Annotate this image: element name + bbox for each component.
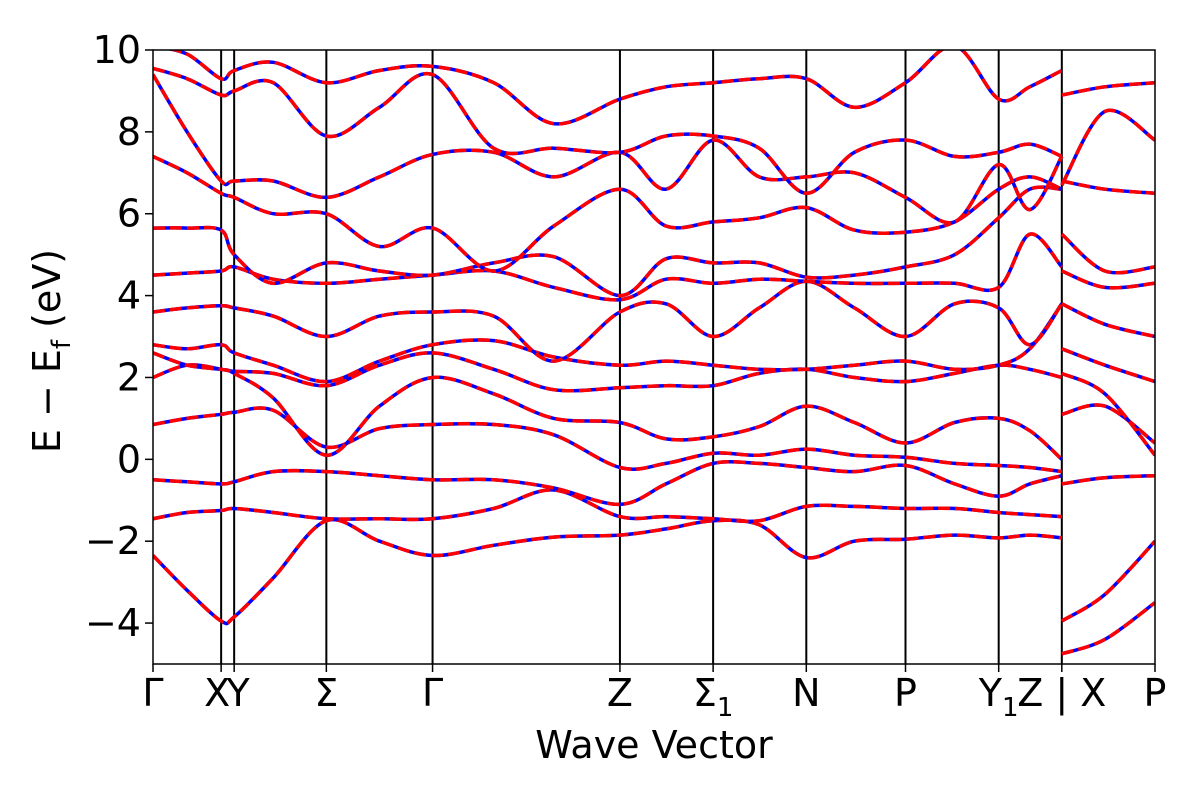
y-axis-ticks: −4 −2 0 2 4 6 8 10 xyxy=(85,28,153,645)
y-tick-label-3: 2 xyxy=(117,355,141,399)
band-18 xyxy=(1061,371,1155,457)
band-13-reference xyxy=(166,50,1063,126)
band-24-reference xyxy=(1061,80,1155,97)
band-15 xyxy=(1060,540,1155,623)
x-tick-label-1: X xyxy=(204,671,230,715)
band-23 xyxy=(1061,179,1155,196)
band-1 xyxy=(153,488,1062,524)
x-tick-label-3: Σ xyxy=(314,671,338,715)
band-7 xyxy=(153,279,1064,363)
band-22 xyxy=(1060,232,1155,275)
y-tick-label-4: 4 xyxy=(117,274,141,318)
band-13 xyxy=(166,50,1063,126)
y-tick-label-1: −2 xyxy=(85,519,141,563)
band-curves xyxy=(153,50,1155,656)
y-axis-label-base: E − E xyxy=(25,349,69,453)
band-22-reference xyxy=(1060,232,1155,275)
x-tick-label-5: Z xyxy=(607,671,633,715)
x-tick-label-4: Γ xyxy=(422,671,443,715)
band-20-reference xyxy=(1061,302,1155,339)
x-tick-label-2: Y xyxy=(226,671,251,715)
band-15-reference xyxy=(1060,540,1155,623)
band-24 xyxy=(1061,80,1155,97)
band-25 xyxy=(1060,108,1155,186)
x-tick-label-11: P xyxy=(1144,671,1167,715)
band-8 xyxy=(153,232,1064,302)
band-25-reference xyxy=(1060,108,1155,186)
x-tick-label-8: P xyxy=(894,671,917,715)
band-1-reference xyxy=(153,488,1062,524)
band-11 xyxy=(153,73,1064,225)
band-4 xyxy=(153,363,1063,461)
x-tick-label-9: Y1 xyxy=(978,671,1019,723)
band-10 xyxy=(153,154,1063,273)
band-9 xyxy=(153,185,1062,298)
y-axis-label-sub: f xyxy=(47,339,77,349)
band-21 xyxy=(1061,269,1155,290)
plot-frame xyxy=(152,49,1156,665)
y-axis-label-unit: (eV) xyxy=(25,249,69,340)
x-tick-label-6: Σ1 xyxy=(693,671,734,723)
band-23-reference xyxy=(1061,179,1155,196)
band-12-reference xyxy=(153,66,1063,196)
band-14-reference xyxy=(1061,601,1155,656)
y-tick-label-0: −4 xyxy=(85,601,141,645)
kpoint-lines xyxy=(220,50,1063,664)
y-tick-label-2: 0 xyxy=(117,437,141,481)
band-12 xyxy=(153,66,1063,196)
y-axis-label: E − Ef (eV) xyxy=(25,249,77,453)
x-tick-label-10: Z | X xyxy=(1017,671,1106,716)
band-20 xyxy=(1061,302,1155,339)
y-tick-label-5: 6 xyxy=(117,192,141,236)
band-19 xyxy=(1061,347,1155,384)
band-2-reference xyxy=(153,459,1063,507)
band-18-reference xyxy=(1061,371,1155,457)
y-tick-label-6: 8 xyxy=(117,110,141,154)
band-17 xyxy=(1061,403,1155,445)
band-2 xyxy=(153,459,1063,507)
band-10-reference xyxy=(153,154,1063,273)
band-14 xyxy=(1061,601,1155,656)
x-axis-label: Wave Vector xyxy=(535,723,773,767)
band-16 xyxy=(1061,473,1155,486)
band-3 xyxy=(153,406,1063,474)
band-6 xyxy=(153,302,1064,384)
x-tick-label-0: Γ xyxy=(142,671,163,715)
band-0 xyxy=(153,517,1062,626)
y-tick-label-7: 10 xyxy=(93,28,141,72)
band-5 xyxy=(153,351,1063,393)
x-tick-label-7: N xyxy=(792,671,820,715)
